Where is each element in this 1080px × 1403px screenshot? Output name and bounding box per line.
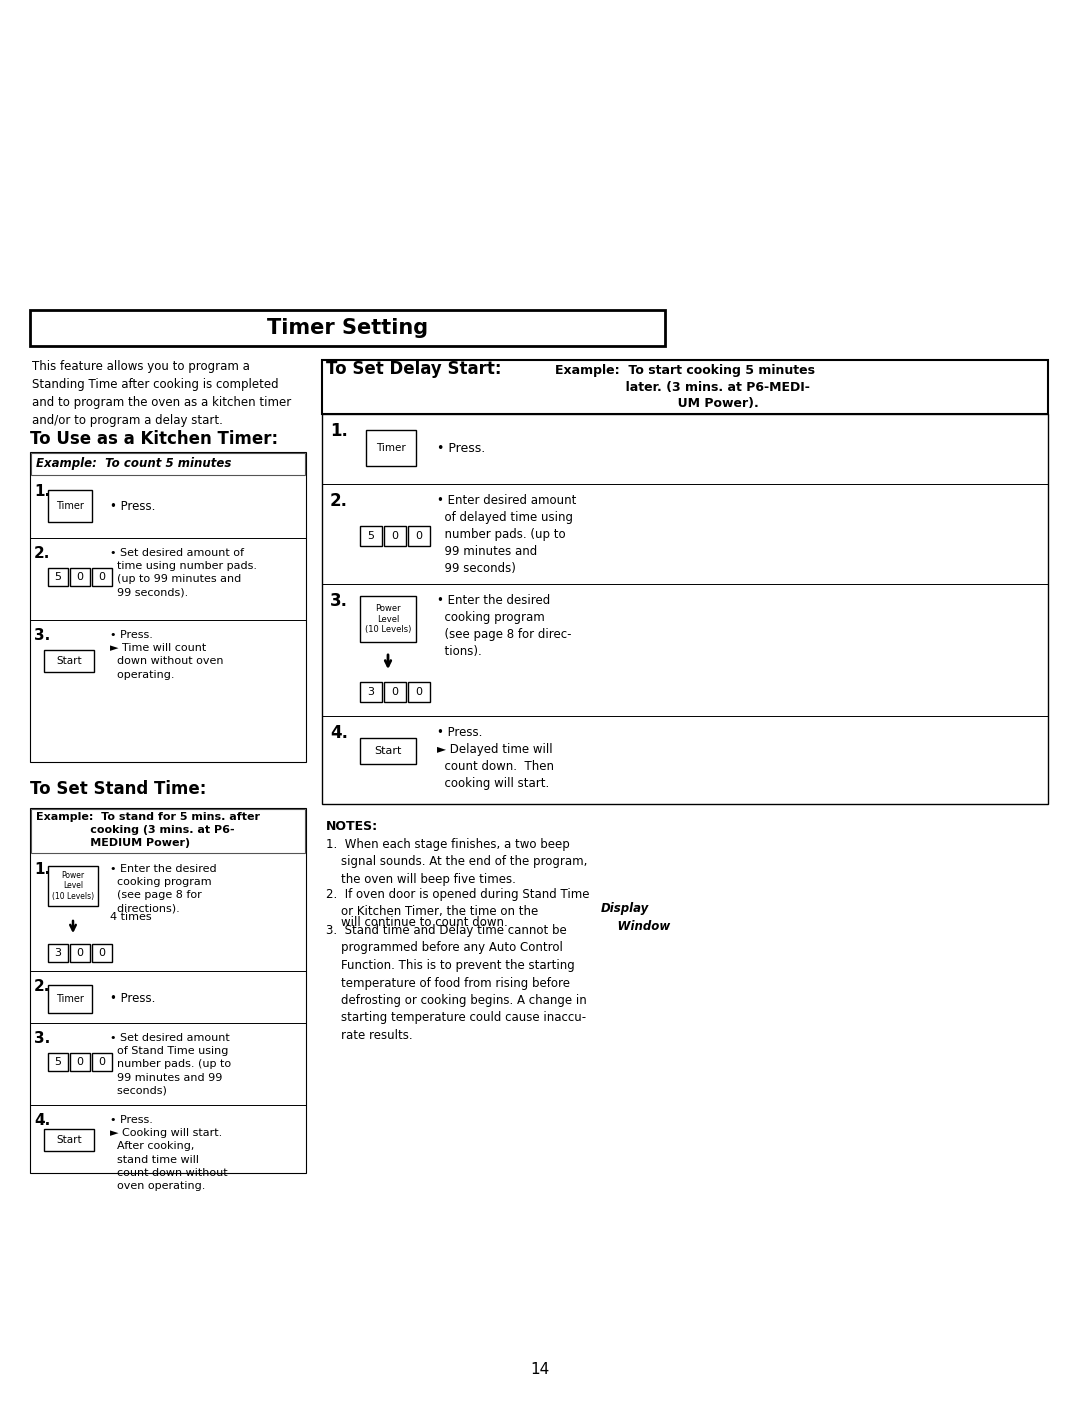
Text: 5: 5 <box>54 572 62 582</box>
Bar <box>48 1054 68 1070</box>
Text: 4.: 4. <box>33 1113 51 1128</box>
Text: • Press.
► Cooking will start.
  After cooking,
  stand time will
  count down w: • Press. ► Cooking will start. After coo… <box>110 1115 228 1191</box>
Text: 0: 0 <box>98 1056 106 1068</box>
Bar <box>366 429 416 466</box>
Text: 0: 0 <box>391 687 399 697</box>
Bar <box>92 1054 112 1070</box>
Bar <box>44 650 94 672</box>
Bar <box>360 596 416 643</box>
Bar <box>48 568 68 586</box>
Bar <box>384 526 406 546</box>
Text: 1.: 1. <box>33 484 50 499</box>
Text: 0: 0 <box>77 948 83 958</box>
Bar <box>360 682 382 702</box>
Text: 2.: 2. <box>33 546 51 561</box>
Text: 1.: 1. <box>33 861 50 877</box>
Bar <box>408 682 430 702</box>
Bar <box>70 944 90 962</box>
Text: Display
    Window: Display Window <box>600 902 671 933</box>
Text: 0: 0 <box>416 687 422 697</box>
Bar <box>70 1054 90 1070</box>
Text: • Set desired amount
  of Stand Time using
  number pads. (up to
  99 minutes an: • Set desired amount of Stand Time using… <box>110 1033 231 1096</box>
Text: Timer: Timer <box>56 993 84 1005</box>
Text: 3: 3 <box>54 948 62 958</box>
Bar <box>384 682 406 702</box>
Bar <box>31 810 305 853</box>
Text: 0: 0 <box>98 572 106 582</box>
Text: To Set Stand Time:: To Set Stand Time: <box>30 780 206 798</box>
Text: 5: 5 <box>367 530 375 542</box>
Bar <box>322 414 1048 804</box>
Text: Start: Start <box>375 746 402 756</box>
Text: Example:  To count 5 minutes: Example: To count 5 minutes <box>36 457 231 470</box>
Text: 14: 14 <box>530 1362 550 1378</box>
Bar <box>322 361 1048 414</box>
Text: 0: 0 <box>416 530 422 542</box>
Text: NOTES:: NOTES: <box>326 819 378 833</box>
Bar <box>92 944 112 962</box>
Text: • Press.: • Press. <box>110 499 156 512</box>
Bar <box>48 490 92 522</box>
Bar <box>31 453 305 476</box>
Text: To Set Delay Start:: To Set Delay Start: <box>326 361 501 377</box>
Text: Example:  To stand for 5 mins. after
              cooking (3 mins. at P6-
     : Example: To stand for 5 mins. after cook… <box>36 812 260 847</box>
Text: • Press.
► Delayed time will
  count down.  Then
  cooking will start.: • Press. ► Delayed time will count down.… <box>437 725 554 790</box>
Text: 5: 5 <box>54 1056 62 1068</box>
Text: 0: 0 <box>98 948 106 958</box>
Text: Start: Start <box>56 1135 82 1145</box>
Bar <box>30 808 306 1173</box>
Text: Power
Level
(10 Levels): Power Level (10 Levels) <box>365 605 411 634</box>
Text: 2.: 2. <box>33 979 51 993</box>
Bar <box>48 985 92 1013</box>
Bar <box>44 1129 94 1150</box>
Bar <box>30 310 665 347</box>
Text: will continue to count down.: will continue to count down. <box>326 916 508 929</box>
Text: 4 times: 4 times <box>110 912 151 922</box>
Text: 2.  If oven door is opened during Stand Time
    or Kitchen Timer, the time on t: 2. If oven door is opened during Stand T… <box>326 888 590 919</box>
Text: • Press.
► Time will count
  down without oven
  operating.: • Press. ► Time will count down without … <box>110 630 224 679</box>
Bar <box>360 738 416 765</box>
Text: 3: 3 <box>367 687 375 697</box>
Text: 0: 0 <box>391 530 399 542</box>
Bar <box>48 944 68 962</box>
Text: To Use as a Kitchen Timer:: To Use as a Kitchen Timer: <box>30 429 279 448</box>
Text: 3.: 3. <box>330 592 348 610</box>
Text: • Enter the desired
  cooking program
  (see page 8 for direc-
  tions).: • Enter the desired cooking program (see… <box>437 593 571 658</box>
Text: Power
Level
(10 Levels): Power Level (10 Levels) <box>52 871 94 901</box>
Text: Example:  To start cooking 5 minutes
               later. (3 mins. at P6-MEDI-
: Example: To start cooking 5 minutes late… <box>555 363 815 410</box>
Text: 3.: 3. <box>33 1031 51 1047</box>
Text: Timer Setting: Timer Setting <box>267 318 428 338</box>
Text: Timer: Timer <box>376 443 406 453</box>
Bar <box>48 866 98 906</box>
Text: 1.  When each stage finishes, a two beep
    signal sounds. At the end of the pr: 1. When each stage finishes, a two beep … <box>326 838 588 887</box>
Bar <box>92 568 112 586</box>
Bar <box>360 526 382 546</box>
Bar <box>30 452 306 762</box>
Text: 2.: 2. <box>330 492 348 511</box>
Text: 3.: 3. <box>33 629 51 643</box>
Text: • Enter the desired
  cooking program
  (see page 8 for
  directions).: • Enter the desired cooking program (see… <box>110 864 217 913</box>
Text: This feature allows you to program a
Standing Time after cooking is completed
an: This feature allows you to program a Sta… <box>32 361 292 427</box>
Text: 3.  Stand time and Delay time cannot be
    programmed before any Auto Control
 : 3. Stand time and Delay time cannot be p… <box>326 925 586 1042</box>
Text: • Enter desired amount
  of delayed time using
  number pads. (up to
  99 minute: • Enter desired amount of delayed time u… <box>437 494 577 575</box>
Text: 0: 0 <box>77 1056 83 1068</box>
Bar <box>408 526 430 546</box>
Text: 0: 0 <box>77 572 83 582</box>
Text: Timer: Timer <box>56 501 84 511</box>
Text: • Press.: • Press. <box>110 992 156 1006</box>
Text: Start: Start <box>56 657 82 666</box>
Text: • Press.: • Press. <box>437 442 485 455</box>
Text: • Set desired amount of
  time using number pads.
  (up to 99 minutes and
  99 s: • Set desired amount of time using numbe… <box>110 549 257 598</box>
Text: 1.: 1. <box>330 422 348 441</box>
Text: 4.: 4. <box>330 724 348 742</box>
Bar <box>70 568 90 586</box>
